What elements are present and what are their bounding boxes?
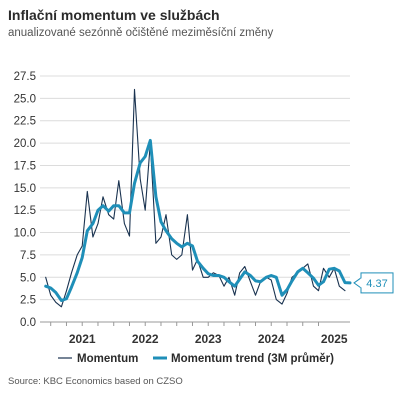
y-tick-label: 27.5: [14, 71, 36, 83]
y-tick-label: 17.5: [14, 160, 36, 172]
x-tick-label: 2023: [195, 332, 222, 346]
source-note: Source: KBC Economics based on CZSO: [8, 376, 183, 387]
y-axis-ticks: 0.0 2.5 5.0 7.5 10.0 12.5 15.0 17.5 20.0 22.5 25.0…: [14, 71, 36, 329]
legend-label-momentum: Momentum: [77, 353, 138, 365]
last-value-callout: 4.37: [353, 272, 394, 294]
x-tick-label: 2021: [69, 332, 96, 346]
momentum-series-line: [45, 88, 346, 308]
y-tick-label: 20.0: [14, 138, 36, 150]
callout-pointer: [353, 276, 362, 289]
x-tick-label: 2024: [258, 332, 285, 346]
y-tick-label: 12.5: [14, 205, 36, 217]
legend-label-trend: Momentum trend (3M průměr): [171, 353, 334, 365]
gridlines: [40, 75, 350, 323]
y-tick-label: 2.5: [20, 295, 36, 307]
x-axis: 2021 2022 2023 2024 2025: [40, 321, 350, 346]
chart-title: Inflační momentum ve službách: [8, 7, 220, 23]
series-lines: [44, 88, 352, 308]
callout-join: [360, 278, 363, 288]
y-tick-label: 0.0: [20, 317, 36, 329]
y-tick-label: 7.5: [20, 250, 36, 262]
y-tick-label: 15.0: [14, 183, 36, 195]
momentum-trend-series-line: [44, 138, 352, 302]
x-tick-label: 2022: [132, 332, 159, 346]
last-value-label: 4.37: [366, 278, 387, 290]
y-tick-label: 10.0: [14, 228, 36, 240]
legend: Momentum Momentum trend (3M průměr): [58, 353, 334, 365]
x-tick-label: 2025: [321, 332, 348, 346]
chart-subtitle: anualizované sezónně očištěné meziměsíčn…: [8, 27, 274, 39]
y-tick-label: 22.5: [14, 116, 36, 128]
y-tick-label: 25.0: [14, 93, 36, 105]
y-tick-label: 5.0: [20, 272, 36, 284]
